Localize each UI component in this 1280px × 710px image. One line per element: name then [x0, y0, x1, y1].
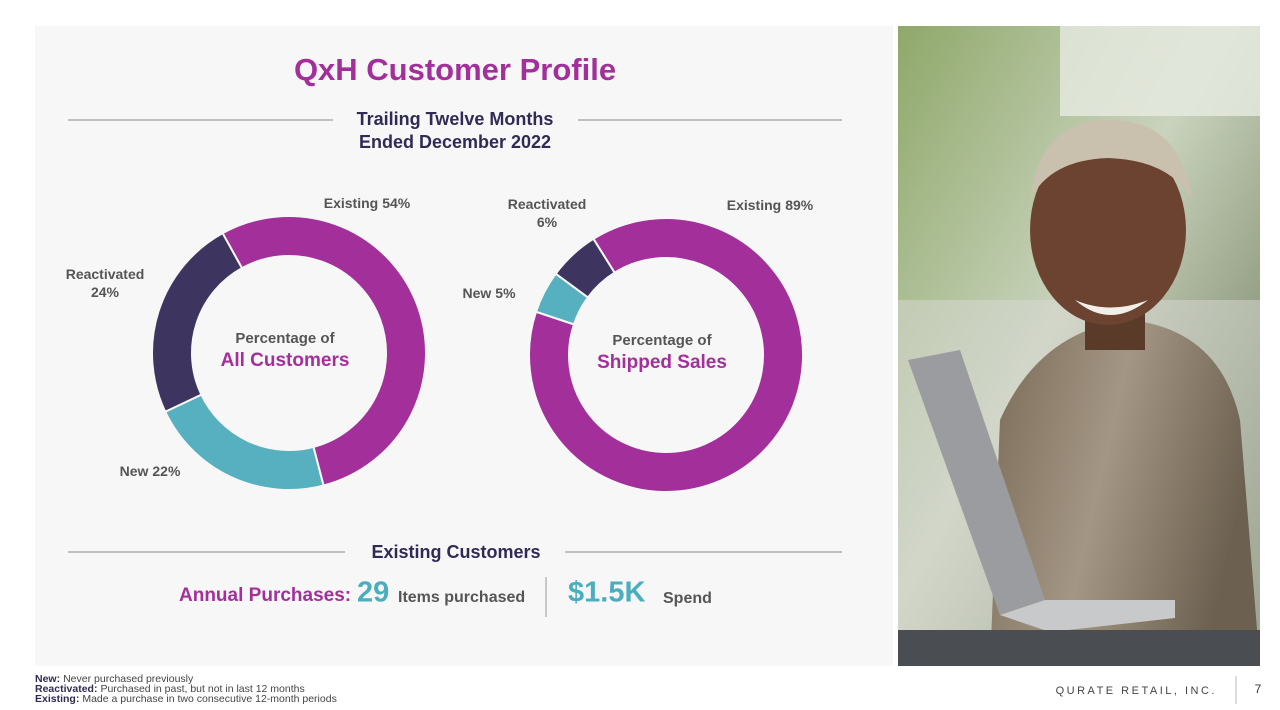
purchases-label: Annual Purchases:: [179, 585, 351, 606]
subtitle: Ended December 2022: [359, 132, 551, 152]
category-label: Existing: [727, 197, 781, 213]
donut-slice: [554, 237, 616, 299]
footnote-text: Made a purchase in two consecutive 12-mo…: [82, 693, 336, 705]
value-label: 22%: [152, 463, 181, 479]
page-number: 7: [1255, 682, 1262, 696]
category-label: Reactivated: [508, 196, 587, 212]
center-label: Percentage of: [235, 330, 335, 347]
slice-label: New 5%: [462, 285, 516, 301]
center-label: Percentage of: [612, 332, 712, 349]
category-label: Existing: [324, 195, 378, 211]
footnote-text: Purchased in past, but not in last 12 mo…: [100, 683, 304, 695]
donut-slice: [151, 231, 244, 414]
title: QxH Customer Profile: [294, 52, 616, 87]
footnote-term: Reactivated:: [35, 683, 97, 695]
footnote-term: Existing:: [35, 693, 79, 705]
charts: Existing 54%New 22%Reactivated 24%Percentag…: [66, 195, 814, 493]
items-text: Items purchased: [398, 589, 525, 606]
category-label: New: [120, 463, 149, 479]
spend-text: Spend: [663, 590, 712, 607]
footnote: New: Never purchased previously: [35, 673, 194, 685]
footnote: Existing: Made a purchase in two consecut…: [35, 693, 337, 705]
spend-value: $1.5K: [568, 577, 645, 609]
center-label: All Customers: [221, 350, 350, 371]
slice-label: Reactivated 24%: [66, 266, 145, 300]
footnote-term: New:: [35, 673, 60, 685]
slice-label: Existing 54%: [324, 195, 411, 211]
photo: [898, 26, 1260, 666]
subtitle: Trailing Twelve Months: [357, 109, 554, 129]
value-label: 6%: [537, 214, 558, 230]
company-name: QURATE RETAIL, INC.: [1056, 685, 1217, 697]
center-label: Shipped Sales: [597, 352, 727, 373]
value-label: 89%: [785, 197, 814, 213]
category-label: Reactivated: [66, 266, 145, 282]
value-label: 5%: [495, 285, 516, 301]
items-value: 29: [357, 577, 389, 609]
slice-label: Reactivated 6%: [508, 196, 587, 230]
section-heading: Existing Customers: [371, 542, 540, 562]
category-label: New: [462, 285, 491, 301]
footnotes: New: Never purchased previously Reactivat…: [35, 673, 337, 705]
slice-label: New 22%: [120, 463, 181, 479]
footnote: Reactivated: Purchased in past, but not i…: [35, 683, 305, 695]
footnote-text: Never purchased previously: [63, 673, 194, 685]
donut-slice: [221, 215, 427, 487]
slice-label: Existing 89%: [727, 197, 814, 213]
value-label: 24%: [91, 284, 120, 300]
value-label: 54%: [382, 195, 411, 211]
donut-slice: [528, 217, 804, 493]
